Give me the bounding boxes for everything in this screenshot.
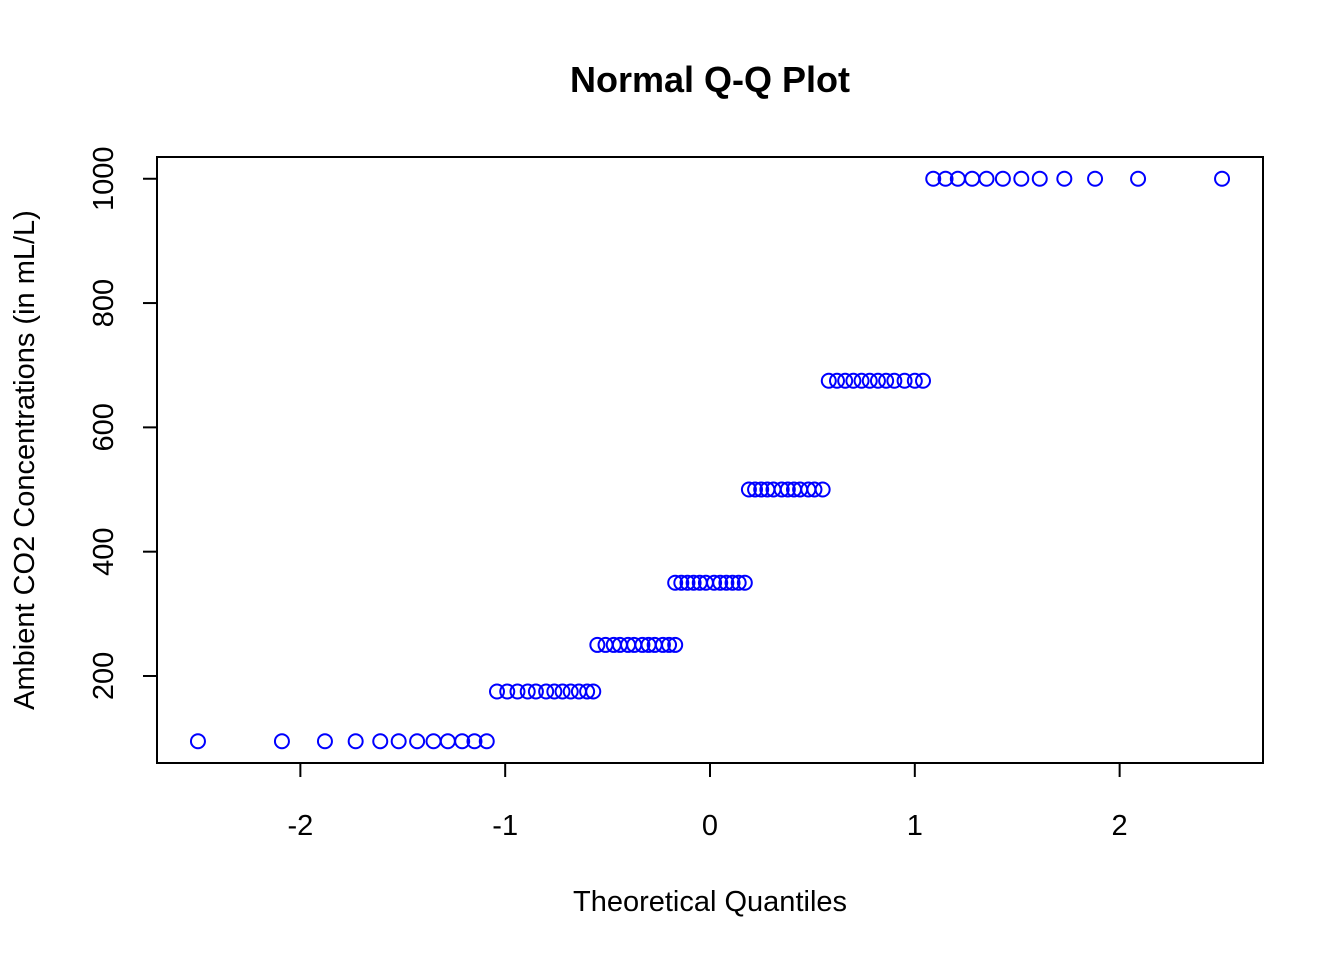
data-point bbox=[820, 372, 837, 389]
x-tick-label: 0 bbox=[702, 810, 718, 842]
x-axis-label: Theoretical Quantiles bbox=[573, 886, 847, 918]
data-point bbox=[589, 636, 606, 653]
data-point bbox=[896, 372, 913, 389]
data-point bbox=[869, 372, 886, 389]
data-point bbox=[806, 481, 823, 498]
x-tick-label: 2 bbox=[1112, 810, 1128, 842]
data-point bbox=[845, 372, 862, 389]
y-tick-label: 200 bbox=[88, 652, 120, 700]
data-point bbox=[316, 733, 333, 750]
data-point bbox=[1056, 170, 1073, 187]
data-point bbox=[740, 481, 757, 498]
data-point bbox=[425, 733, 442, 750]
data-point bbox=[1031, 170, 1048, 187]
data-point bbox=[915, 372, 932, 389]
data-point bbox=[527, 683, 544, 700]
data-point bbox=[499, 683, 516, 700]
data-point bbox=[488, 683, 505, 700]
data-point bbox=[546, 683, 563, 700]
data-point bbox=[828, 372, 845, 389]
data-point bbox=[454, 733, 471, 750]
data-point bbox=[554, 683, 571, 700]
data-point bbox=[654, 636, 671, 653]
plot-area-frame bbox=[156, 156, 1264, 764]
data-point bbox=[712, 574, 729, 591]
y-tick-label: 400 bbox=[88, 527, 120, 575]
data-point bbox=[189, 733, 206, 750]
data-point bbox=[509, 683, 526, 700]
data-point bbox=[409, 733, 426, 750]
data-point bbox=[579, 683, 596, 700]
data-point bbox=[1130, 170, 1147, 187]
data-point bbox=[1087, 170, 1104, 187]
data-point bbox=[730, 574, 747, 591]
data-point bbox=[667, 636, 684, 653]
y-tick-label: 1000 bbox=[88, 146, 120, 211]
data-point bbox=[747, 481, 764, 498]
data-point bbox=[597, 636, 614, 653]
data-point bbox=[273, 733, 290, 750]
x-tick-label: -2 bbox=[287, 810, 313, 842]
data-point bbox=[439, 733, 456, 750]
data-point bbox=[718, 574, 735, 591]
x-tick-label: 1 bbox=[907, 810, 923, 842]
data-point bbox=[673, 574, 690, 591]
chart-title: Normal Q-Q Plot bbox=[570, 59, 850, 100]
data-point bbox=[773, 481, 790, 498]
data-point bbox=[347, 733, 364, 750]
x-axis: -2 -1 0 1 2 bbox=[287, 762, 1128, 842]
data-point bbox=[679, 574, 696, 591]
data-point bbox=[562, 683, 579, 700]
data-point bbox=[706, 574, 723, 591]
y-tick-label: 600 bbox=[88, 403, 120, 451]
data-point bbox=[906, 372, 923, 389]
data-point bbox=[779, 481, 796, 498]
data-point bbox=[753, 481, 770, 498]
data-point bbox=[570, 683, 587, 700]
y-axis-label: Ambient CO2 Concentrations (in mL/L) bbox=[9, 210, 41, 710]
data-point bbox=[994, 170, 1011, 187]
data-point bbox=[661, 636, 678, 653]
data-point bbox=[372, 733, 389, 750]
x-tick-label: -1 bbox=[492, 810, 518, 842]
data-point bbox=[837, 372, 854, 389]
data-point bbox=[937, 170, 954, 187]
data-point bbox=[519, 683, 536, 700]
data-point bbox=[724, 574, 741, 591]
data-point bbox=[853, 372, 870, 389]
data-point bbox=[964, 170, 981, 187]
data-point bbox=[585, 683, 602, 700]
data-point bbox=[878, 372, 895, 389]
data-point bbox=[814, 481, 831, 498]
data-point bbox=[538, 683, 555, 700]
data-point bbox=[478, 733, 495, 750]
data-point bbox=[1013, 170, 1030, 187]
y-axis: 200 400 600 800 1000 bbox=[88, 146, 158, 700]
data-points bbox=[189, 170, 1231, 750]
data-point bbox=[925, 170, 942, 187]
data-point bbox=[861, 372, 878, 389]
data-point bbox=[1214, 170, 1231, 187]
data-point bbox=[390, 733, 407, 750]
data-point bbox=[886, 372, 903, 389]
data-point bbox=[667, 574, 684, 591]
data-point bbox=[978, 170, 995, 187]
y-tick-label: 800 bbox=[88, 279, 120, 327]
data-point bbox=[634, 636, 651, 653]
data-point bbox=[466, 733, 483, 750]
data-point bbox=[736, 574, 753, 591]
data-point bbox=[685, 574, 702, 591]
